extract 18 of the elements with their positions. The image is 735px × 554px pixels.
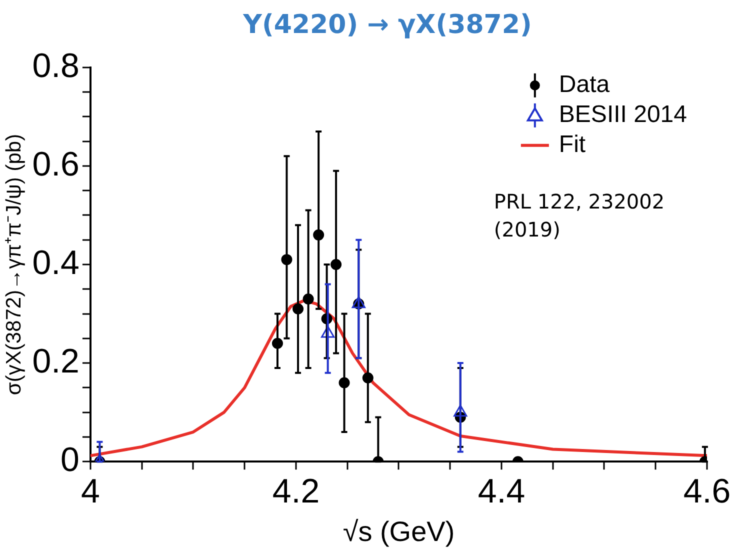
point bbox=[321, 326, 335, 338]
x-tick-label: 4 bbox=[81, 472, 100, 510]
x-axis-title: √s (GeV) bbox=[342, 516, 455, 547]
x-tick-label: 4.4 bbox=[478, 472, 526, 510]
point bbox=[454, 404, 468, 417]
y-tick-label: 0.8 bbox=[32, 46, 80, 85]
y-tick-label: 0.2 bbox=[32, 342, 80, 380]
annotation: PRL 122, 232002 (2019) bbox=[494, 190, 665, 242]
legend-label: Data bbox=[558, 71, 610, 98]
y-tick-label: 0 bbox=[60, 440, 80, 479]
y-axis-title: σ(γX(3872)→γπ⁺π⁻J/ψ) (pb) bbox=[2, 134, 26, 396]
x-tick-label: 4.6 bbox=[683, 472, 731, 510]
x-tick-label: 4.2 bbox=[272, 472, 320, 510]
y-tick-label: 0.4 bbox=[32, 244, 80, 282]
y-tick-label: 0.6 bbox=[32, 145, 80, 184]
chart-title: Y(4220) → γX(3872) bbox=[242, 9, 533, 42]
legend-label: BESIII 2014 bbox=[558, 101, 688, 128]
legend-label: Fit bbox=[558, 131, 586, 158]
